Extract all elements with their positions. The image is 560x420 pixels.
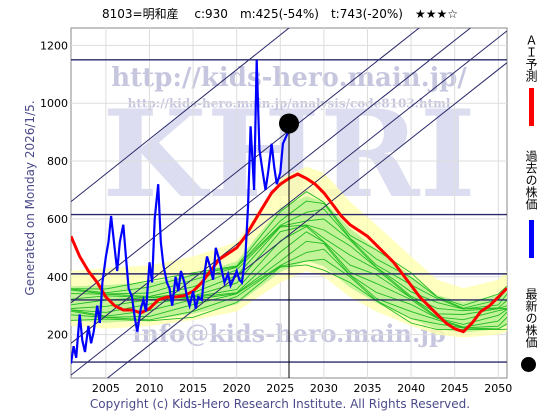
x-tick-label: 2035 bbox=[353, 382, 381, 395]
y-tick-label: 400 bbox=[47, 271, 68, 284]
y-tick-label: 200 bbox=[47, 329, 68, 342]
current-marker bbox=[279, 113, 299, 134]
y-tick-label: 600 bbox=[47, 213, 68, 226]
x-tick-label: 2015 bbox=[179, 382, 207, 395]
chart-header: 8103=明和産 c:930 m:425(-54%) t:743(-20%) ★… bbox=[101, 7, 458, 21]
x-tick-label: 2045 bbox=[441, 382, 469, 395]
y-tick-label: 1000 bbox=[40, 97, 68, 110]
x-axis-ticks: 2005 2010 2015 2020 2025 2030 2035 2040 2045 2050 bbox=[92, 382, 512, 395]
y-axis-ticks: 200 400 600 800 1000 1200 bbox=[40, 39, 68, 341]
watermark-url: http://kids-hero.main.jp/ bbox=[111, 63, 467, 93]
legend-past-label: 過去の株価 bbox=[524, 150, 538, 210]
x-tick-label: 2020 bbox=[223, 382, 251, 395]
x-tick-label: 2040 bbox=[397, 382, 425, 395]
legend-latest-dot bbox=[521, 357, 536, 372]
sim-line bbox=[71, 224, 507, 312]
x-tick-label: 2030 bbox=[310, 382, 338, 395]
sim-line bbox=[71, 218, 507, 310]
series-lines bbox=[71, 59, 507, 378]
x-tick-label: 2010 bbox=[135, 382, 163, 395]
legend-ai-label: ＡＩ予測 bbox=[524, 34, 538, 82]
copyright-footer: Copyright (c) Kids-Hero Research Institu… bbox=[89, 397, 471, 411]
sim-line bbox=[71, 248, 507, 329]
sim-line bbox=[71, 200, 507, 309]
legend-past-line bbox=[529, 220, 534, 258]
y-tick-label: 1200 bbox=[40, 39, 68, 52]
x-tick-label: 2050 bbox=[484, 382, 512, 395]
sim-line bbox=[71, 191, 507, 306]
sim-line bbox=[71, 240, 507, 328]
sim-line bbox=[71, 258, 507, 330]
generated-date-note: Generated on Monday 2026/1/5. bbox=[23, 100, 37, 296]
x-tick-label: 2025 bbox=[266, 382, 294, 395]
sim-line bbox=[71, 208, 507, 310]
legend-latest-label: 最新の株価 bbox=[524, 288, 538, 348]
current-price-dot bbox=[279, 113, 299, 134]
legend-ai-line bbox=[529, 88, 534, 126]
channel-line bbox=[71, 28, 290, 202]
past-price-line bbox=[71, 59, 290, 364]
y-tick-label: 800 bbox=[47, 155, 68, 168]
x-tick-label: 2005 bbox=[92, 382, 120, 395]
